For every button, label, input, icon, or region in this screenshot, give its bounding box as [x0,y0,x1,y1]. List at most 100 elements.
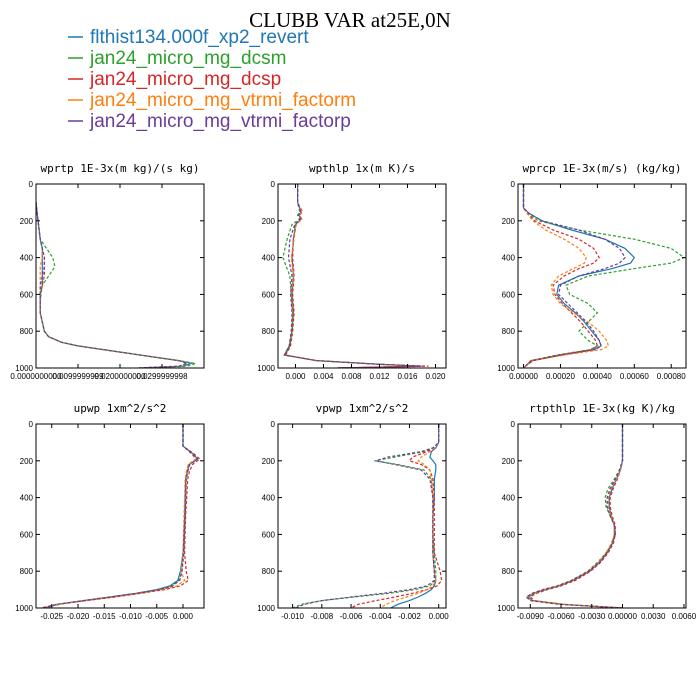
x-tick-label: 0.000 [285,372,306,381]
y-tick-label: 0 [271,420,276,429]
y-tick-label: 0 [29,180,34,189]
chart-panel: rtpthlp 1E-3x(kg K)/kg02004006008001000-… [497,402,697,621]
legend-label: jan24_micro_mg_vtrmi_factorp [89,111,351,132]
y-tick-label: 600 [20,290,34,299]
y-tick-label: 0 [271,180,276,189]
series-line [350,424,443,608]
series-line [295,424,440,608]
series-line [284,184,429,368]
series-line [43,424,197,608]
series-line [283,184,422,368]
x-tick-label: -0.005 [145,612,168,621]
x-tick-label: -0.020 [67,612,90,621]
series-line [292,424,440,608]
y-tick-label: 1000 [257,604,275,613]
y-tick-label: 200 [262,457,276,466]
series-line [522,184,626,368]
y-tick-label: 600 [502,530,516,539]
series-line [43,424,198,608]
panel-title: rtpthlp 1E-3x(kg K)/kg [529,402,675,415]
plot-frame [277,423,447,609]
x-tick-label: 0.0299999998 [136,372,188,381]
x-tick-label: 0.00020 [546,372,575,381]
y-tick-label: 600 [262,290,276,299]
series-line [36,202,194,368]
y-tick-label: 400 [262,254,276,263]
legend: flthist134.000f_xp2_revert jan24_micro_mg… [68,27,356,132]
legend-label: jan24_micro_mg_dcsp [89,69,281,90]
y-tick-label: 200 [502,457,516,466]
y-tick-label: 1000 [497,364,515,373]
chart-panels: wprtp 1E-3x(m kg)/(s kg) 0 200 400 600 800 100… [10,162,696,621]
y-tick-label: 800 [502,327,516,336]
chart-panel: upwp 1xm^2/s^2 0 200 400 600 800 1000 -0.025 -0.… [15,402,205,621]
x-tick-label: -0.010 [281,612,304,621]
legend-item: jan24_micro_mg_dcsp [68,69,281,90]
x-tick-label: 0.000 [429,612,450,621]
panel-title: upwp 1xm^2/s^2 [74,402,167,415]
panel-title: wpthlp 1x(m K)/s [309,162,415,175]
chart-panel: vpwp 1xm^2/s^2 0 200 400 600 800 1000 -0.010 -0.… [257,402,449,621]
x-tick-label: 0.0000000000 [10,372,62,381]
series-line [282,184,422,368]
y-tick-label: 800 [20,567,34,576]
x-tick-label: 0.00000 [509,372,538,381]
x-tick-label: -0.008 [310,612,333,621]
x-tick-label: -0.025 [40,612,63,621]
y-tick-label: 200 [20,457,34,466]
x-tick-label: -0.004 [369,612,392,621]
y-tick-label: 200 [20,217,34,226]
y-tick-label: 800 [20,327,34,336]
legend-item: flthist134.000f_xp2_revert [68,27,309,48]
y-tick-label: 1000 [497,604,515,613]
panel-title: wprtp 1E-3x(m kg)/(s kg) [41,162,200,175]
y-tick-label: 800 [262,567,276,576]
y-tick-label: 600 [502,290,516,299]
chart-panel: wprcp 1E-3x(m/s) (kg/kg) 0 200 400 600 800 100… [497,162,687,381]
x-tick-label: -0.0030 [578,612,606,621]
panel-title: vpwp 1xm^2/s^2 [316,402,409,415]
y-tick-label: 200 [502,217,516,226]
x-tick-label: -0.010 [119,612,142,621]
x-tick-label: 0.012 [369,372,390,381]
series-line [41,424,201,608]
panel-title: wprcp 1E-3x(m/s) (kg/kg) [523,162,682,175]
y-tick-label: 200 [262,217,276,226]
plot-frame [35,183,205,369]
legend-item: jan24_micro_mg_vtrmi_factorp [68,111,351,132]
y-tick-label: 1000 [15,364,33,373]
series-line [36,202,190,368]
y-tick-label: 400 [20,254,34,263]
legend-item: jan24_micro_mg_vtrmi_factorm [68,90,356,111]
x-tick-label: -0.0090 [517,612,545,621]
series-line [46,424,199,608]
series-line [390,424,440,608]
x-tick-label: 0.00080 [657,372,686,381]
series-line [36,202,190,368]
series-line [283,184,422,368]
x-tick-label: 0.000 [173,612,194,621]
chart-panel: wprtp 1E-3x(m kg)/(s kg) 0 200 400 600 800 100… [10,162,205,381]
x-tick-label: -0.015 [93,612,116,621]
y-tick-label: 800 [262,327,276,336]
series-line [36,202,190,368]
plot-frame [277,183,447,369]
x-tick-label: 0.0030 [641,612,666,621]
x-tick-label: 0.004 [313,372,334,381]
y-tick-label: 0 [511,420,516,429]
series-line [42,424,199,608]
y-tick-label: 400 [262,494,276,503]
y-tick-label: 600 [20,530,34,539]
x-tick-label: 0.008 [341,372,362,381]
x-tick-label: 0.0200000000 [94,372,146,381]
x-tick-label: 0.016 [397,372,418,381]
x-tick-label: 0.0060 [672,612,697,621]
plot-frame [35,423,205,609]
y-tick-label: 0 [29,420,34,429]
y-tick-label: 600 [262,530,276,539]
plot-frame [517,423,687,609]
x-tick-label: 0.00000 [608,612,637,621]
series-line [284,184,422,368]
x-tick-label: 0.00040 [583,372,612,381]
x-tick-label: -0.006 [340,612,363,621]
